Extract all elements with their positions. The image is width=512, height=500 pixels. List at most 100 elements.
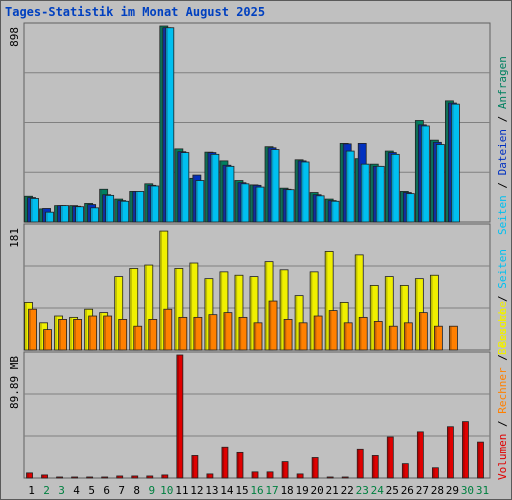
- bar-shade: [389, 326, 392, 350]
- bar-seiten: [285, 189, 295, 223]
- bar-volumen: [176, 354, 184, 479]
- x-tick-label: 9: [148, 484, 155, 497]
- x-tick-label: 21: [326, 484, 339, 497]
- bar-shade: [448, 427, 450, 478]
- bar-seiten: [165, 27, 175, 223]
- legend-separator: /: [496, 348, 509, 368]
- panel-hits-files-pages: 898: [8, 22, 491, 223]
- bar-seiten: [390, 153, 400, 223]
- bar-shade: [40, 209, 42, 222]
- bar-shade: [391, 154, 394, 222]
- x-tick-label: 25: [386, 484, 399, 497]
- bar-shade: [452, 104, 454, 222]
- bar-shade: [145, 265, 147, 350]
- legend-volumen: Volumen: [496, 434, 509, 480]
- x-tick-label: 13: [205, 484, 218, 497]
- x-tick-label: 22: [341, 484, 354, 497]
- x-tick-label: 29: [446, 484, 459, 497]
- bar-shade: [299, 323, 302, 350]
- bar-shade: [239, 317, 242, 350]
- bar-volumen: [101, 476, 109, 479]
- bar-rechner: [118, 319, 128, 351]
- bar-shade: [343, 144, 346, 222]
- y-max-label: 181: [8, 228, 21, 248]
- bar-rechner: [373, 321, 383, 351]
- bar-seiten: [195, 180, 205, 223]
- bar-shade: [346, 151, 349, 222]
- bar-shade: [355, 255, 358, 350]
- bar-rechner: [163, 308, 173, 351]
- bar-shade: [400, 192, 403, 222]
- legend-seiten: Seiten: [496, 195, 509, 235]
- bar-shade: [237, 452, 240, 478]
- bar-shade: [325, 199, 328, 222]
- bar-seiten: [60, 205, 69, 223]
- bar-seiten: [240, 183, 250, 223]
- x-tick-label: 18: [280, 484, 293, 497]
- bar-volumen: [236, 451, 244, 479]
- legend-besuche: Besuche: [496, 301, 509, 347]
- legend-anfragen: Anfragen: [496, 56, 509, 109]
- bar-shade: [430, 275, 433, 350]
- bar-shade: [85, 309, 87, 350]
- bar-shade: [344, 323, 347, 350]
- x-tick-label: 7: [118, 484, 125, 497]
- bar-shade: [376, 166, 379, 222]
- bar-shade: [295, 296, 298, 350]
- bar-shade: [385, 151, 388, 222]
- bar-volumen: [116, 475, 124, 479]
- bar-shade: [209, 315, 212, 350]
- bar-seiten: [420, 125, 430, 223]
- bar-rechner: [88, 315, 98, 351]
- bar-shade: [252, 472, 255, 478]
- bar-shade: [179, 317, 182, 350]
- bar-volumen: [191, 455, 199, 479]
- bar-shade: [265, 262, 268, 350]
- bar-shade: [271, 150, 274, 222]
- bar-shade: [329, 311, 332, 350]
- bar-rechner: [449, 325, 458, 351]
- bar-shade: [164, 309, 167, 350]
- bar-shade: [373, 166, 376, 222]
- bar-shade: [145, 184, 147, 222]
- x-tick-label: 27: [416, 484, 429, 497]
- bar-volumen: [296, 473, 304, 479]
- bar-shade: [400, 286, 403, 350]
- bar-shade: [224, 313, 227, 350]
- x-tick-label: 16: [250, 484, 263, 497]
- bar-shade: [253, 185, 256, 222]
- bar-seiten: [225, 165, 235, 223]
- bar-shade: [85, 204, 87, 222]
- bar-seiten: [90, 207, 100, 223]
- bar-seiten: [345, 150, 355, 223]
- bar-shade: [59, 320, 61, 350]
- bar-shade: [130, 269, 132, 350]
- x-tick-label: 4: [73, 484, 80, 497]
- bar-shade: [297, 474, 300, 478]
- bar-shade: [89, 316, 91, 350]
- bar-volumen: [251, 471, 259, 479]
- bar-shade: [70, 317, 72, 350]
- bar-seiten: [300, 161, 310, 223]
- bar-shade: [194, 317, 197, 350]
- bar-shade: [355, 159, 358, 222]
- bar-volumen: [386, 436, 394, 479]
- bar-shade: [415, 279, 418, 350]
- bar-shade: [160, 26, 163, 222]
- bar-shade: [220, 272, 223, 350]
- x-tick-label: 23: [356, 484, 369, 497]
- bar-shade: [284, 320, 287, 350]
- bar-shade: [406, 194, 409, 222]
- bar-shade: [25, 196, 27, 222]
- bar-shade: [117, 476, 119, 478]
- bar-volumen: [401, 463, 409, 479]
- legend-separator: /: [496, 414, 509, 434]
- bar-shade: [181, 153, 184, 222]
- bar-volumen: [266, 471, 274, 479]
- bar-shade: [208, 153, 211, 222]
- bar-volumen: [371, 455, 379, 479]
- x-tick-label: 11: [175, 484, 188, 497]
- bar-rechner: [418, 312, 428, 351]
- bar-rechner: [358, 316, 368, 351]
- bar-rechner: [73, 319, 83, 351]
